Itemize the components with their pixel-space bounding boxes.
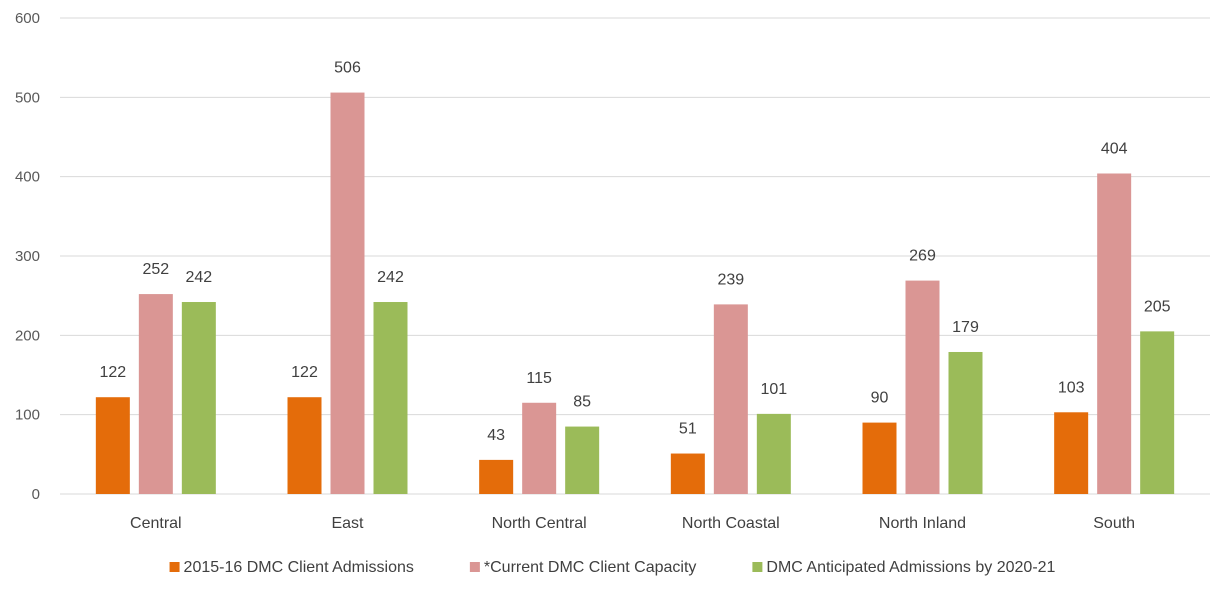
bar [138, 294, 173, 494]
bar [756, 413, 791, 494]
bar [479, 459, 514, 494]
data-label: 122 [291, 364, 318, 381]
legend-swatch [469, 562, 480, 572]
bar [713, 304, 748, 494]
bars [95, 92, 1175, 494]
bar [373, 302, 408, 494]
data-label: 239 [717, 271, 744, 288]
data-label: 506 [334, 60, 361, 77]
legend-item: *Current DMC Client Capacity [469, 559, 697, 576]
data-label: 122 [99, 364, 126, 381]
data-label: 205 [1144, 298, 1171, 315]
bar [181, 302, 216, 494]
data-label: 269 [909, 248, 936, 265]
legend-label: 2015-16 DMC Client Admissions [184, 559, 414, 576]
data-label: 242 [185, 269, 212, 286]
data-label: 43 [487, 427, 505, 444]
legend: 2015-16 DMC Client Admissions *Current DM… [169, 559, 1056, 576]
x-tick-label: North Central [492, 515, 587, 532]
bar [287, 397, 322, 494]
legend-swatch [752, 562, 763, 572]
data-label: 252 [142, 261, 169, 278]
data-label: 242 [377, 269, 404, 286]
y-axis-ticks: 0 100 200 300 400 500 600 [15, 10, 40, 503]
y-tick-label: 100 [15, 407, 40, 424]
data-label: 85 [573, 394, 591, 411]
y-tick-label: 500 [15, 89, 40, 106]
data-label: 103 [1058, 379, 1085, 396]
y-tick-label: 200 [15, 327, 40, 344]
data-label: 51 [679, 421, 697, 438]
x-tick-label: Central [130, 515, 182, 532]
y-tick-label: 600 [15, 10, 40, 27]
y-tick-label: 400 [15, 169, 40, 186]
y-tick-label: 0 [32, 486, 40, 503]
bar [905, 280, 940, 494]
data-label: 90 [871, 390, 889, 407]
data-label: 101 [760, 381, 787, 398]
x-tick-label: East [331, 515, 364, 532]
x-tick-label: North Inland [879, 515, 966, 532]
legend-item: DMC Anticipated Admissions by 2020-21 [752, 559, 1056, 576]
legend-item: 2015-16 DMC Client Admissions [169, 559, 414, 576]
gridlines [60, 17, 1210, 495]
x-axis-ticks: Central East North Central North Coastal Nor… [130, 515, 1135, 532]
bar [862, 422, 897, 494]
bar [1097, 173, 1132, 494]
y-tick-label: 300 [15, 248, 40, 265]
bar [948, 351, 983, 494]
bar [670, 453, 705, 494]
legend-label: DMC Anticipated Admissions by 2020-21 [766, 559, 1055, 576]
bar [1054, 412, 1089, 494]
data-label: 179 [952, 319, 979, 336]
data-label: 404 [1101, 140, 1128, 157]
bar [1140, 331, 1175, 494]
data-labels: 122 252 242 122 506 242 43 115 85 51 239 101 90 269 17… [99, 60, 1170, 444]
legend-label: *Current DMC Client Capacity [484, 559, 697, 576]
bar [565, 426, 600, 494]
x-tick-label: North Coastal [682, 515, 780, 532]
data-label: 115 [526, 370, 552, 387]
legend-swatch [169, 562, 180, 572]
bar [330, 92, 365, 494]
bar [95, 397, 130, 494]
bar [522, 402, 557, 494]
x-tick-label: South [1093, 515, 1135, 532]
